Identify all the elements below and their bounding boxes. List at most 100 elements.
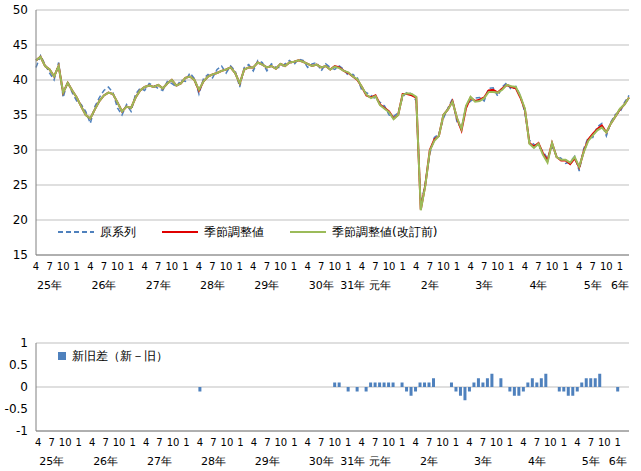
- svg-text:35: 35: [13, 108, 28, 122]
- svg-text:30: 30: [13, 143, 28, 157]
- svg-text:7: 7: [46, 261, 52, 272]
- svg-text:-1: -1: [16, 424, 28, 438]
- svg-text:1: 1: [615, 437, 621, 448]
- svg-text:2年: 2年: [420, 455, 438, 468]
- svg-text:7: 7: [102, 437, 108, 448]
- svg-text:4: 4: [304, 261, 310, 272]
- svg-text:29年: 29年: [255, 455, 280, 468]
- svg-text:7: 7: [590, 261, 596, 272]
- svg-text:7: 7: [588, 437, 594, 448]
- svg-text:10: 10: [436, 437, 449, 448]
- svg-text:10: 10: [221, 437, 234, 448]
- svg-text:7: 7: [372, 261, 378, 272]
- svg-text:1: 1: [399, 437, 405, 448]
- svg-text:10: 10: [490, 437, 503, 448]
- svg-text:7: 7: [318, 437, 324, 448]
- svg-text:1: 1: [562, 261, 568, 272]
- svg-text:4: 4: [89, 437, 95, 448]
- svg-text:4: 4: [33, 261, 39, 272]
- svg-text:元年: 元年: [369, 455, 391, 468]
- svg-text:4: 4: [576, 261, 582, 272]
- svg-text:10: 10: [544, 437, 557, 448]
- svg-text:10: 10: [383, 261, 396, 272]
- svg-text:4: 4: [87, 261, 93, 272]
- svg-text:1: 1: [399, 261, 405, 272]
- svg-text:10: 10: [600, 261, 613, 272]
- svg-text:1: 1: [128, 261, 134, 272]
- svg-text:10: 10: [59, 437, 72, 448]
- svg-text:7: 7: [426, 437, 432, 448]
- svg-text:3年: 3年: [474, 455, 492, 468]
- svg-text:4年: 4年: [529, 279, 547, 292]
- svg-text:4: 4: [251, 437, 257, 448]
- svg-text:7: 7: [155, 261, 161, 272]
- svg-text:1: 1: [508, 261, 514, 272]
- svg-text:1: 1: [453, 437, 459, 448]
- svg-text:27年: 27年: [147, 455, 172, 468]
- svg-text:1: 1: [182, 261, 188, 272]
- svg-text:28年: 28年: [201, 455, 226, 468]
- svg-text:4年: 4年: [528, 455, 546, 468]
- svg-text:1: 1: [20, 336, 28, 350]
- svg-text:1: 1: [561, 437, 567, 448]
- svg-text:元年: 元年: [369, 279, 391, 292]
- svg-text:4: 4: [141, 261, 147, 272]
- svg-text:10: 10: [437, 261, 450, 272]
- svg-text:7: 7: [372, 437, 378, 448]
- svg-text:4: 4: [522, 261, 528, 272]
- svg-text:10: 10: [274, 261, 287, 272]
- svg-text:25: 25: [13, 178, 28, 192]
- svg-text:7: 7: [480, 437, 486, 448]
- svg-text:4: 4: [520, 437, 526, 448]
- svg-text:29年: 29年: [254, 279, 279, 292]
- svg-text:7: 7: [318, 261, 324, 272]
- svg-text:10: 10: [113, 437, 126, 448]
- svg-text:1: 1: [183, 437, 189, 448]
- svg-text:10: 10: [491, 261, 504, 272]
- svg-text:40: 40: [13, 73, 28, 87]
- svg-text:3年: 3年: [475, 279, 493, 292]
- svg-text:30年: 30年: [309, 279, 334, 292]
- svg-text:10: 10: [598, 437, 611, 448]
- svg-text:10: 10: [328, 437, 341, 448]
- svg-text:10: 10: [328, 261, 341, 272]
- svg-text:2年: 2年: [421, 279, 439, 292]
- svg-text:10: 10: [111, 261, 124, 272]
- svg-text:50: 50: [13, 3, 28, 17]
- svg-text:10: 10: [165, 261, 178, 272]
- svg-text:1: 1: [291, 437, 297, 448]
- svg-text:1: 1: [617, 261, 623, 272]
- svg-text:45: 45: [13, 38, 28, 52]
- svg-text:7: 7: [534, 437, 540, 448]
- svg-text:4: 4: [35, 437, 41, 448]
- svg-text:28年: 28年: [200, 279, 225, 292]
- svg-text:1: 1: [345, 261, 351, 272]
- svg-text:20: 20: [13, 213, 28, 227]
- svg-text:4: 4: [196, 261, 202, 272]
- svg-text:7: 7: [535, 261, 541, 272]
- svg-text:5年: 5年: [584, 279, 602, 292]
- svg-text:10: 10: [274, 437, 287, 448]
- svg-text:1: 1: [75, 437, 81, 448]
- svg-text:1: 1: [345, 437, 351, 448]
- svg-text:6年: 6年: [609, 455, 627, 468]
- svg-text:-0.5: -0.5: [8, 402, 28, 416]
- svg-text:7: 7: [481, 261, 487, 272]
- svg-text:4: 4: [413, 261, 419, 272]
- svg-text:1: 1: [74, 261, 80, 272]
- svg-text:31年: 31年: [340, 279, 365, 292]
- svg-text:1: 1: [291, 261, 297, 272]
- svg-text:7: 7: [264, 437, 270, 448]
- svg-text:27年: 27年: [146, 279, 171, 292]
- svg-text:10: 10: [57, 261, 70, 272]
- svg-text:7: 7: [209, 261, 215, 272]
- svg-text:26年: 26年: [93, 455, 118, 468]
- svg-text:1: 1: [129, 437, 135, 448]
- svg-text:0: 0: [20, 380, 28, 394]
- svg-text:25年: 25年: [39, 455, 64, 468]
- svg-text:10: 10: [546, 261, 559, 272]
- svg-text:25年: 25年: [37, 279, 62, 292]
- svg-text:4: 4: [359, 437, 365, 448]
- svg-text:7: 7: [49, 437, 55, 448]
- svg-text:1: 1: [237, 261, 243, 272]
